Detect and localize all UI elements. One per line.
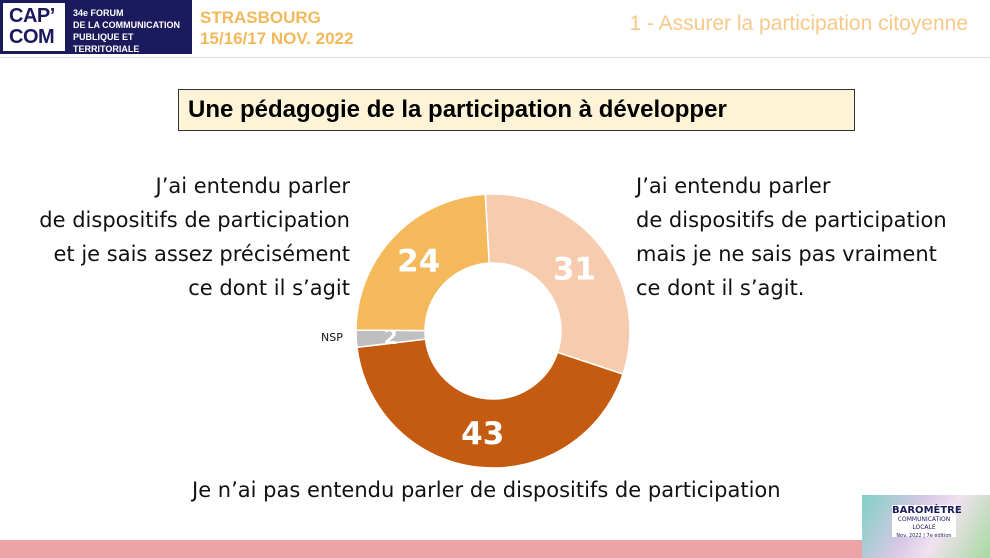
donut-slice [355,193,490,332]
badge-subtitle: COMMUNICATION LOCALE [897,516,951,531]
header-divider [0,57,990,58]
event-dates: 15/16/17 NOV. 2022 [200,29,354,48]
section-title: 1 - Assurer la participation citoyenne [629,12,968,35]
forum-line: PUBLIQUE ET TERRITORIALE [73,32,140,54]
label-knows-precisely: J’ai entendu parler de dispositifs de pa… [39,169,350,305]
event-info: STRASBOURG 15/16/17 NOV. 2022 [200,7,353,49]
label-line: de dispositifs de participation [39,208,350,232]
label-line: de dispositifs de participation [636,208,947,232]
forum-text: 34e FORUM DE LA COMMUNICATION PUBLIQUE E… [73,7,192,55]
label-nsp: NSP [321,331,343,344]
barometre-box: BAROMÈTRE COMMUNICATION LOCALE Nov. 2022… [892,505,962,539]
label-not-heard: Je n’ai pas entendu parler de dispositif… [192,478,781,502]
label-line: J’ai entendu parler [636,174,831,198]
label-line: ce dont il s’agit [188,276,350,300]
badge-title: BAROMÈTRE [892,505,962,516]
barometre-badge: BAROMÈTRE COMMUNICATION LOCALE Nov. 2022… [862,495,990,558]
logo-text: CAP’ COM [3,3,65,51]
data-label: 43 [461,416,504,452]
forum-line: 34e FORUM [73,8,124,18]
data-label: 31 [553,252,596,288]
data-label: 24 [397,243,440,279]
capcom-logo: CAP’ COM 34e FORUM DE LA COMMUNICATION PU… [0,0,192,54]
badge-date: Nov. 2022 | 7e édition [896,533,952,539]
donut-slice [356,338,624,469]
label-line: J’ai entendu parler [155,174,350,198]
label-line: et je sais assez précisément [53,242,350,266]
donut-slice [484,193,631,376]
footer-bar [0,540,862,558]
label-line: ce dont il s’agit. [636,276,805,300]
label-line: mais je ne sais pas vraiment [636,242,937,266]
label-not-really: J’ai entendu parler de dispositifs de pa… [636,169,947,305]
slide-title: Une pédagogie de la participation à déve… [178,89,855,131]
event-city: STRASBOURG [200,8,321,27]
forum-line: DE LA COMMUNICATION [73,20,180,30]
